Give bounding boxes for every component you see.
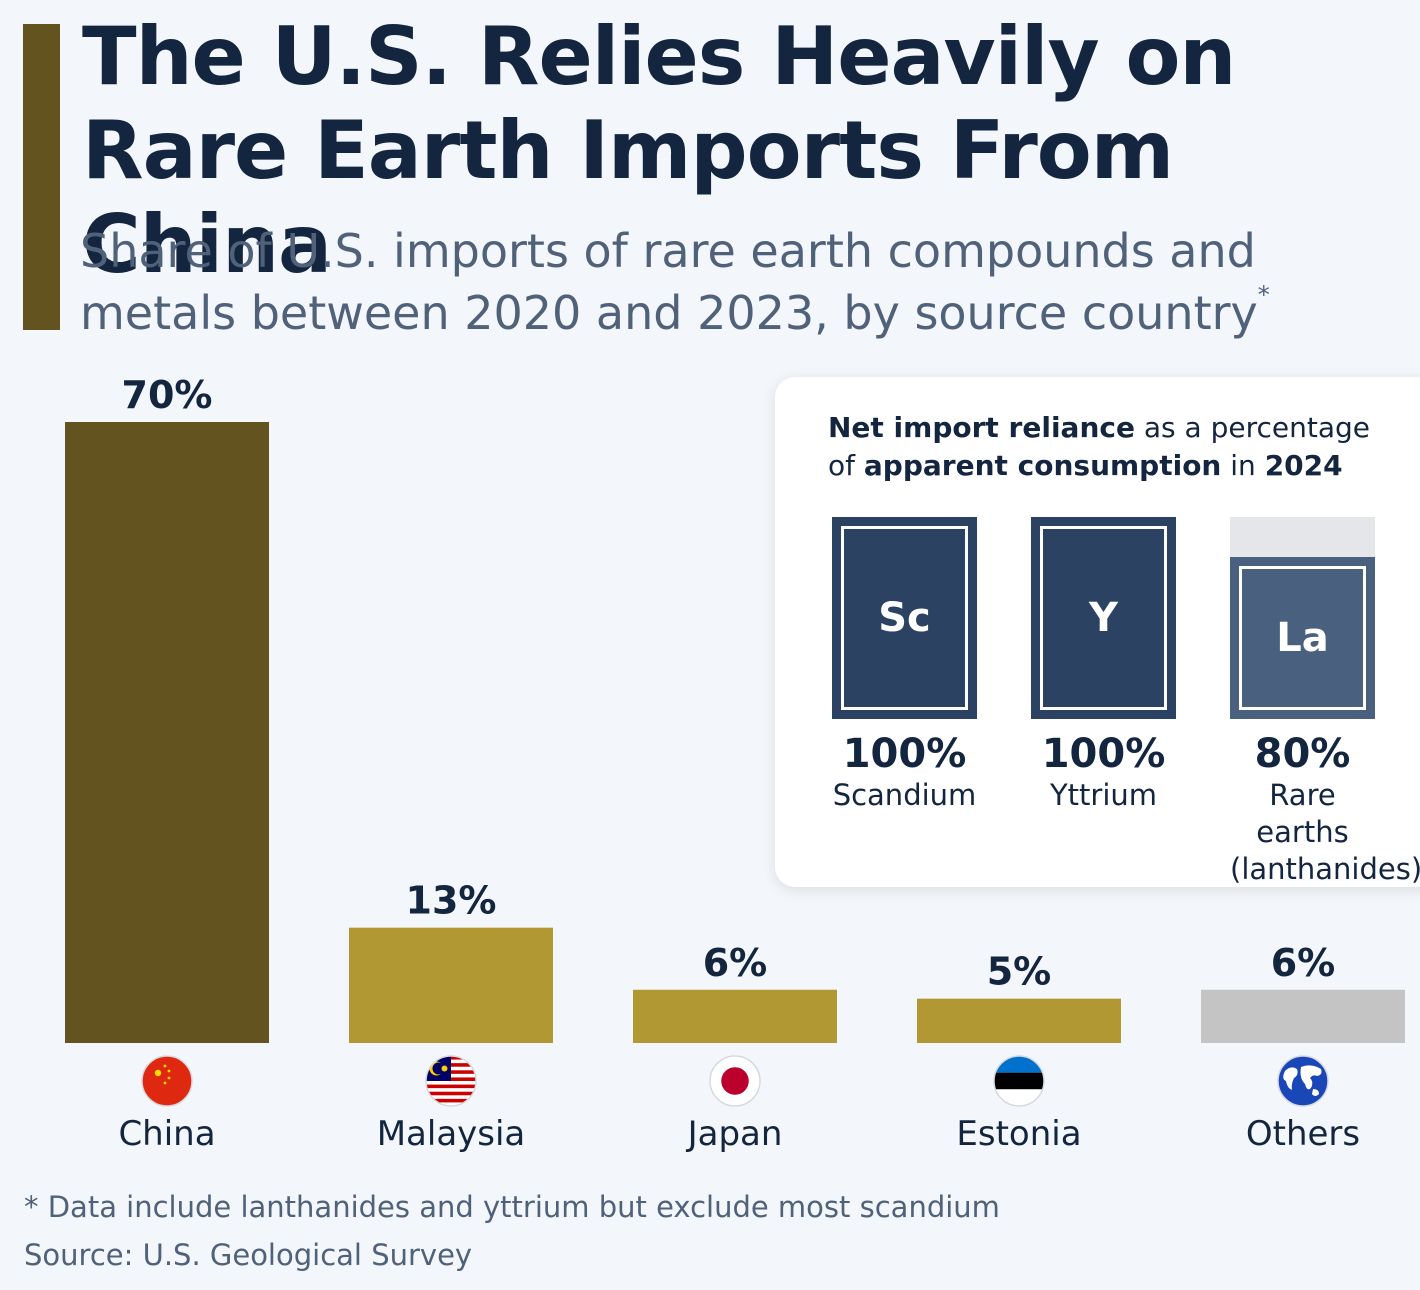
panel-title: Net import reliance as a percentage of a… [828,409,1388,485]
category-label-others: Others [1246,1114,1360,1154]
category-label-malaysia: Malaysia [377,1114,526,1154]
element-symbol: Y [1040,526,1167,710]
subtitle-text: Share of U.S. imports of rare earth comp… [80,224,1258,340]
panel-title-segment: as a percentage of [828,411,1370,482]
element-tile: Sc [832,517,977,719]
element-tile: La [1230,517,1375,719]
element-percentage: 100% [842,731,967,777]
element-name: Rare earths (lanthanides) [1230,778,1420,886]
bar-estonia [917,998,1121,1043]
footnote: * Data include lanthanides and yttrium b… [24,1190,1000,1224]
category-label-estonia: Estonia [956,1114,1081,1154]
category-label-japan: Japan [686,1114,783,1154]
panel-title-segment: Net import reliance [828,411,1135,444]
malaysia-flag-icon [425,1055,477,1107]
subtitle-footnote-mark: * [1257,281,1270,309]
value-label-estonia: 5% [987,950,1052,994]
value-label-others: 6% [1271,941,1336,985]
bar-china [65,422,269,1043]
element-percentage: 80% [1254,731,1351,777]
element-yttrium: Y 100% Yttrium [1031,517,1176,814]
globe-icon [1277,1055,1329,1107]
element-symbol: La [1239,566,1366,710]
element-percentage: 100% [1041,731,1166,777]
estonia-flag-icon [993,1055,1045,1107]
japan-flag-icon [709,1055,761,1107]
element-tile-fill: Sc [832,517,977,719]
panel-title-segment: apparent consumption [863,449,1222,482]
value-label-china: 70% [122,373,213,417]
category-label-china: China [118,1114,215,1154]
element-symbol: Sc [841,526,968,710]
panel-title-segment: 2024 [1264,449,1343,482]
china-flag-icon [141,1055,193,1107]
element-name: Scandium [832,778,977,812]
bar-japan [633,989,837,1043]
bar-malaysia [349,927,553,1043]
import-reliance-panel: Net import reliance as a percentage of a… [775,377,1420,887]
element-tile-fill: La [1230,557,1375,719]
element-scandium: Sc 100% Scandium [832,517,977,814]
bar-others [1201,989,1405,1043]
bar-chart: 70% China 13% Malaysia 6% Japan 5% Estonia 6% Oth… [65,373,1405,1154]
element-tile-fill: Y [1031,517,1176,719]
value-label-japan: 6% [703,941,768,985]
element-name: Yttrium [1049,778,1158,812]
title-accent-bar [23,24,60,330]
source: Source: U.S. Geological Survey [24,1238,473,1272]
chart-subtitle: Share of U.S. imports of rare earth comp… [80,220,1380,344]
value-label-malaysia: 13% [406,879,497,923]
panel-title-segment: in [1221,449,1265,482]
element-rare: La 80% Rare earths (lanthanides) [1230,517,1420,888]
element-tile: Y [1031,517,1176,719]
chart-title: The U.S. Relies Heavily on Rare Earth Im… [82,10,1236,291]
